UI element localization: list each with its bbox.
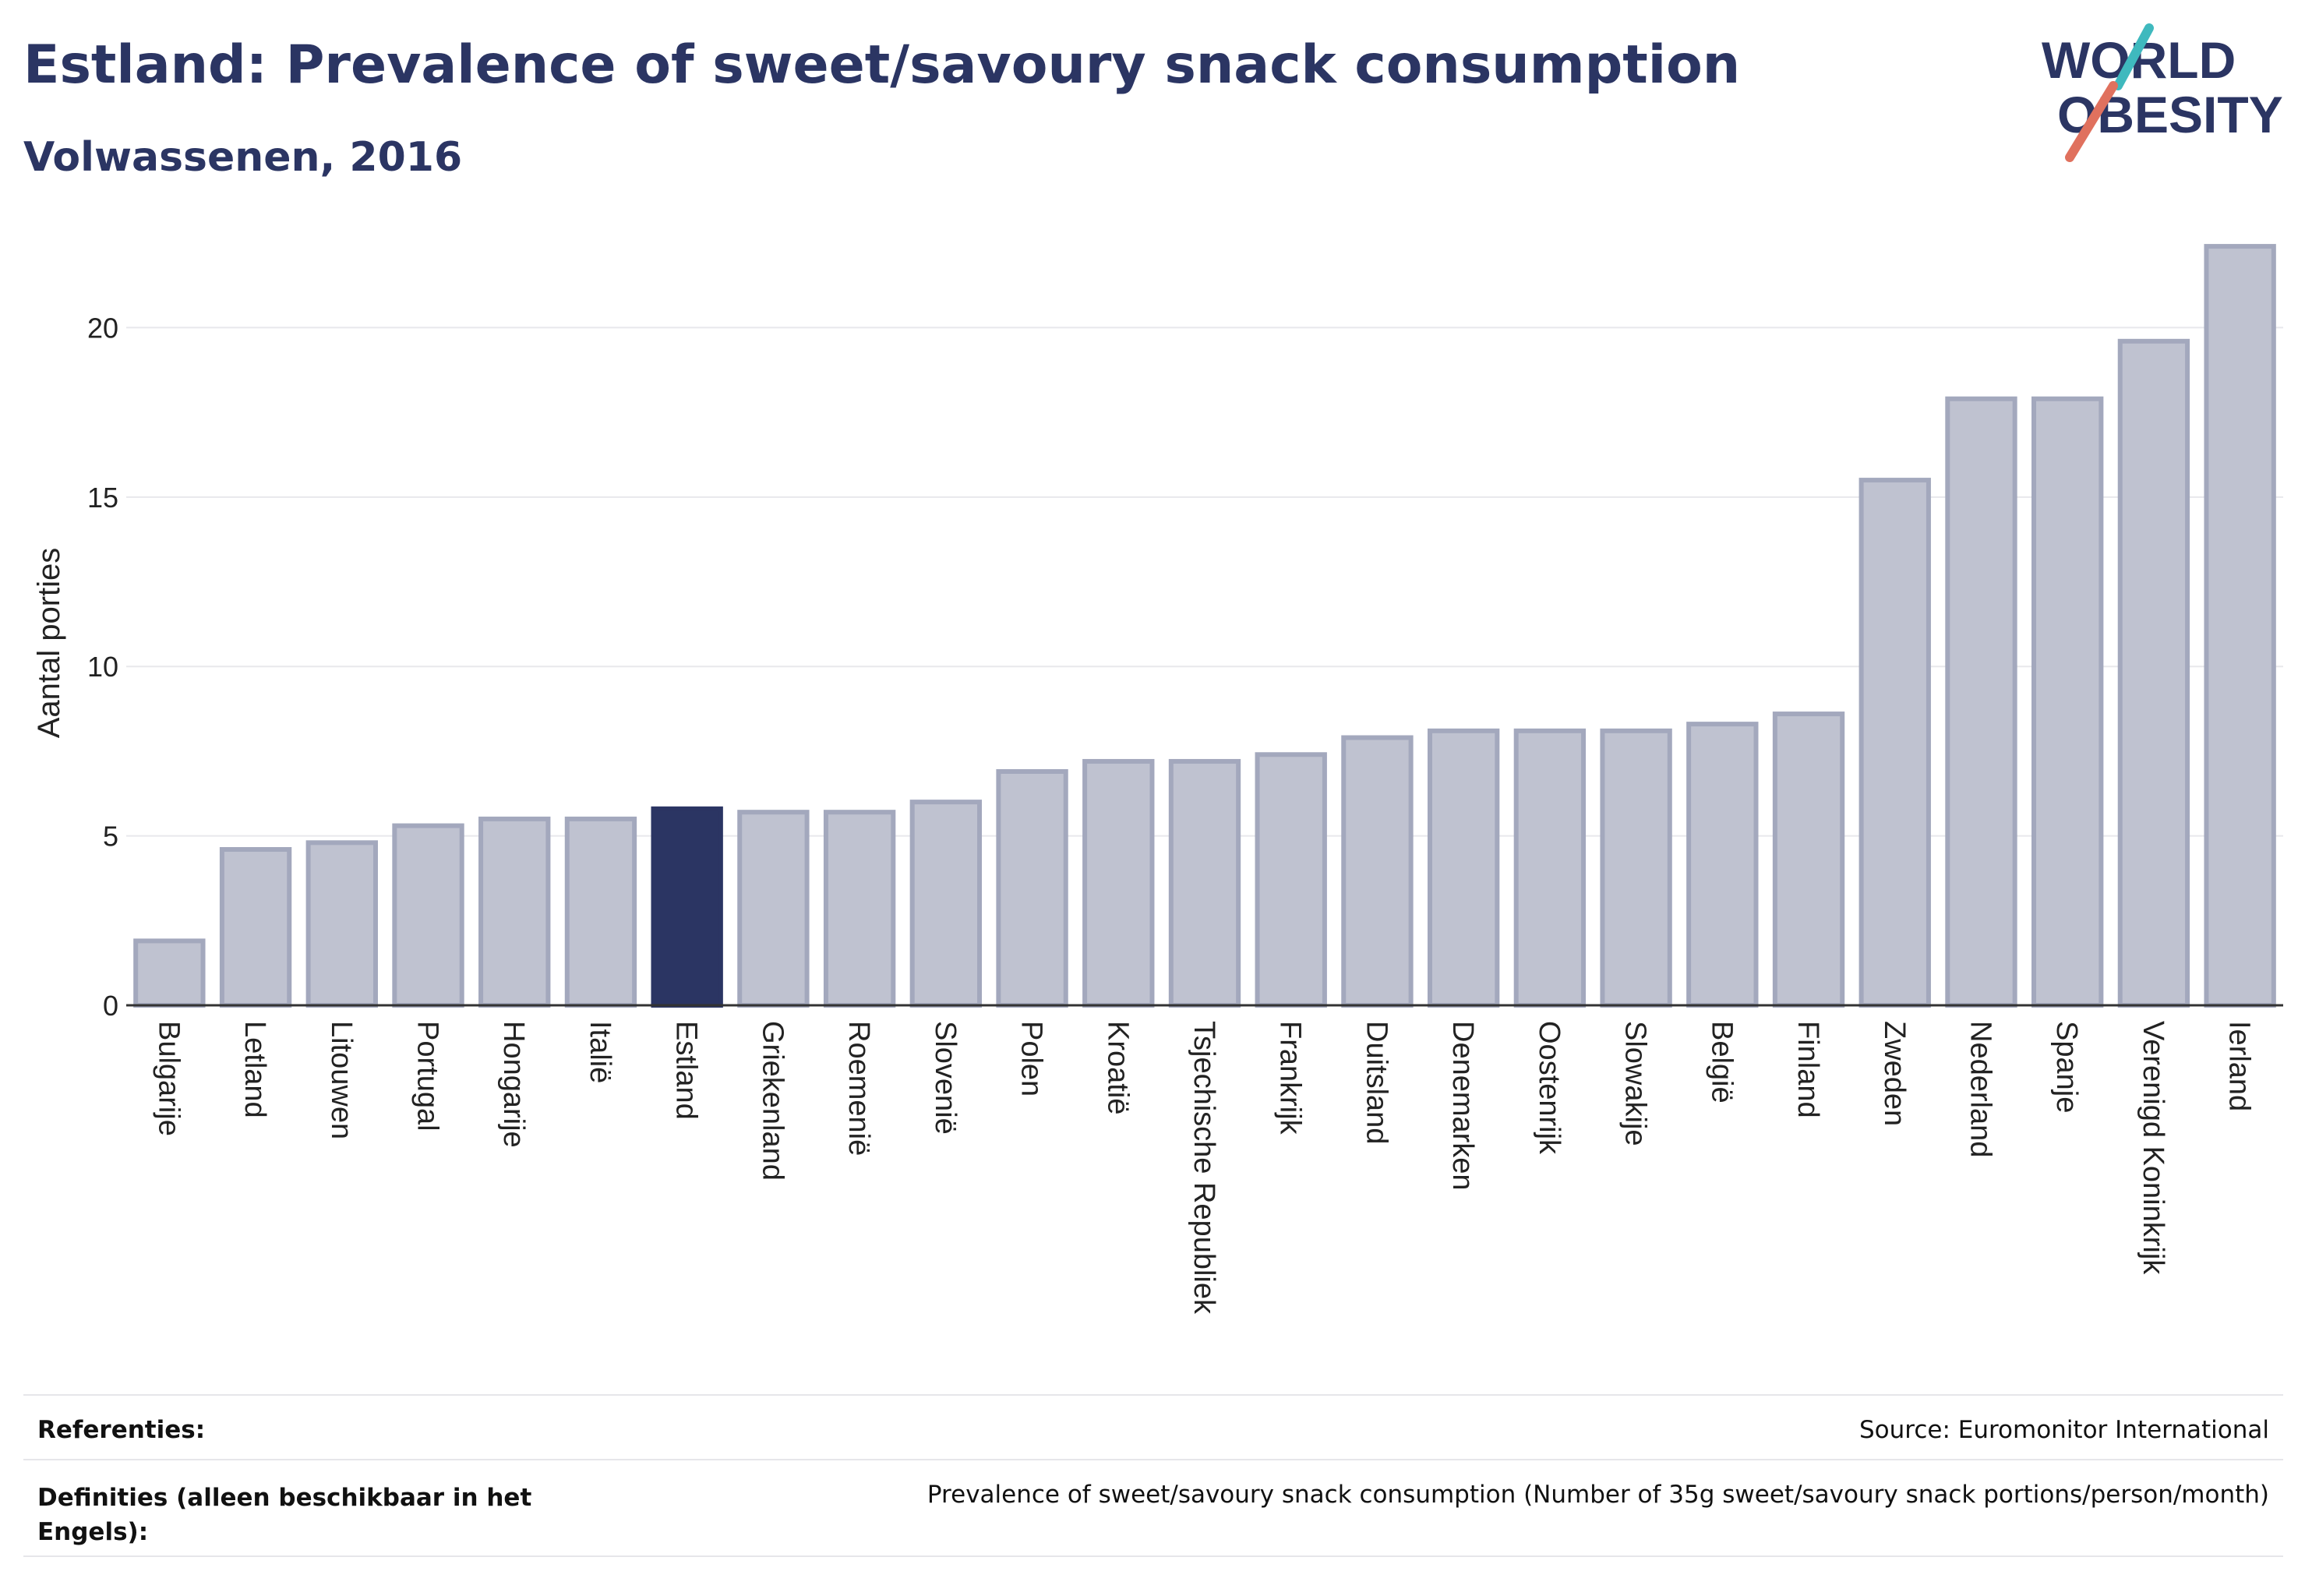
y-tick-label: 20 [87,312,118,344]
bar [1686,722,1759,1008]
x-tick-label: Letland [238,1021,271,1118]
chart-title: Estland: Prevalence of sweet/savoury sna… [23,34,1741,96]
world-obesity-logo: WORLD OBESITY [2042,23,2283,162]
x-tick-label: Hongarije [497,1021,530,1148]
bar [564,816,637,1008]
footer-divider-bottom [23,1555,2283,1557]
x-tick-label: Verenigd Koninkrijk [2137,1021,2169,1275]
bar [2117,338,2190,1008]
x-tick-label: België [1705,1021,1738,1103]
chart-subtitle: Volwassenen, 2016 [23,134,463,181]
x-tick-label: Italië [584,1021,616,1083]
bar [219,847,292,1008]
bar [1513,728,1587,1008]
bar [1600,728,1672,1008]
x-tick-label: Oostenrijk [1533,1021,1565,1155]
x-tick-label: Roemenië [842,1021,875,1156]
y-tick-label: 15 [87,482,118,514]
x-tick-label: Estland [670,1021,703,1120]
x-tick-label: Bulgarije [152,1021,185,1136]
footer-divider-top [23,1394,2283,1396]
bar [1858,478,1931,1008]
x-tick-label: Nederland [1964,1021,1996,1157]
bar [392,823,464,1008]
bar [2031,396,2104,1008]
x-tick-label: Slowakije [1619,1021,1652,1146]
x-tick-label: Denemarken [1446,1021,1479,1191]
bar [996,769,1068,1008]
bar [737,810,810,1008]
bar [1168,758,1241,1008]
bar [2204,244,2276,1008]
x-tick-label: Portugal [411,1021,444,1132]
x-tick-label: Spanje [2050,1021,2083,1113]
x-tick-label: Tsjechische Republiek [1188,1021,1220,1315]
x-tick-label: Ierland [2223,1021,2256,1111]
bar [305,840,378,1008]
y-tick-label: 10 [87,651,118,683]
x-tick-label: Kroatië [1101,1021,1134,1114]
bar [1945,396,2017,1008]
y-tick-label: 5 [103,821,118,853]
x-tick-label: Zweden [1878,1021,1911,1126]
bar [1255,752,1327,1008]
bar [1427,728,1500,1008]
x-tick-label: Griekenland [756,1021,789,1181]
x-tick-label: Duitsland [1360,1021,1393,1144]
bar [1772,711,1845,1008]
bar [478,816,551,1008]
bar [823,810,896,1008]
y-tick-label: 0 [103,990,118,1022]
logo-coral-slash [2065,81,2118,162]
bar [909,800,983,1008]
bar [133,938,206,1008]
bar-chart: 0 5 10 15 20 Aantal porties Bulgarije Letland Li… [32,244,2283,1315]
y-axis-label: Aantal porties [32,548,66,739]
x-tick-label: Finland [1791,1021,1824,1118]
footer-divider-middle [23,1459,2283,1460]
x-tick-label: Litouwen [325,1021,358,1139]
x-tick-label: Slovenië [929,1021,962,1135]
references-value: Source: Euromonitor International [1858,1416,2269,1444]
bar [1341,735,1414,1008]
references-label: Referenties: [37,1416,206,1444]
bar [1082,758,1155,1008]
definitions-value: Prevalence of sweet/savoury snack consum… [927,1481,2269,1509]
bar [651,806,723,1008]
logo-teal-slash [2113,23,2154,90]
x-tick-label: Frankrijk [1274,1021,1307,1135]
x-tick-label: Polen [1015,1021,1048,1096]
definitions-label: Definities (alleen beschikbaar in het En… [37,1484,532,1546]
